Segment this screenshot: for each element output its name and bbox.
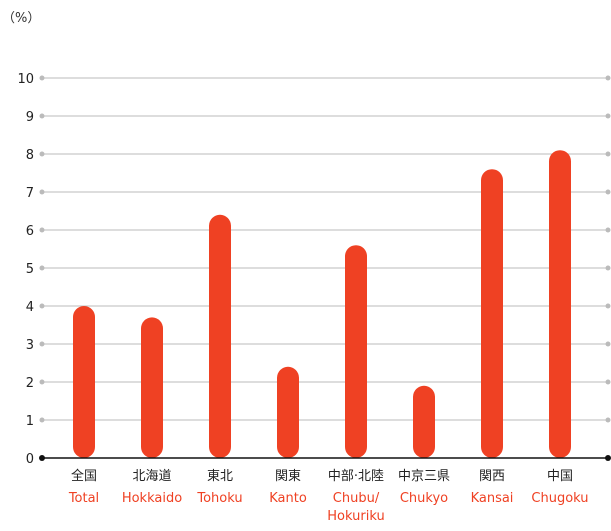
x-tick-label-en: Total (68, 491, 99, 506)
baseline-end-dot (605, 455, 611, 461)
y-tick-label: 5 (26, 262, 34, 277)
gridline-end-dot (605, 189, 611, 195)
x-tick-label-en: Hokuriku (327, 509, 384, 524)
baseline-start-dot (39, 455, 45, 461)
x-tick-label-jp: 関東 (275, 468, 301, 484)
x-tick-label-jp: 東北 (207, 468, 233, 484)
y-axis-unit-label: （%） (2, 11, 40, 26)
gridline-start-dot (39, 379, 45, 385)
y-tick-label: 3 (26, 338, 34, 353)
bar (481, 169, 503, 458)
gridline-start-dot (39, 303, 45, 309)
gridline-start-dot (39, 151, 45, 157)
y-tick-label: 7 (26, 186, 34, 201)
x-tick-label-jp: 関西 (479, 469, 505, 484)
gridline-end-dot (605, 151, 611, 157)
x-tick-label-jp: 北海道 (132, 469, 171, 484)
x-tick-label-en: Hokkaido (122, 491, 182, 506)
gridline-end-dot (605, 227, 611, 233)
gridlines (39, 75, 611, 423)
y-tick-label: 1 (26, 414, 34, 429)
gridline-start-dot (39, 227, 45, 233)
y-tick-label: 2 (26, 376, 34, 391)
x-tick-label-en: Kansai (471, 491, 514, 506)
x-tick-label-jp: 中部·北陸 (328, 468, 384, 484)
bar (413, 385, 435, 458)
gridline-end-dot (605, 417, 611, 423)
bars (73, 150, 571, 458)
gridline-end-dot (605, 265, 611, 271)
y-tick-label: 10 (17, 72, 34, 87)
x-tick-label-jp: 中京三県 (398, 469, 450, 484)
x-tick-label-jp: 中国 (547, 469, 573, 484)
bar (277, 366, 299, 458)
gridline-end-dot (605, 379, 611, 385)
y-tick-label: 9 (26, 110, 34, 125)
bar (209, 214, 231, 458)
y-tick-label: 8 (26, 148, 34, 163)
gridline-end-dot (605, 303, 611, 309)
bar (549, 150, 571, 458)
gridline-end-dot (605, 341, 611, 347)
y-tick-label: 6 (26, 224, 34, 239)
x-tick-label-jp: 全国 (71, 468, 97, 484)
gridline-start-dot (39, 341, 45, 347)
gridline-start-dot (39, 113, 45, 119)
y-tick-label: 0 (26, 452, 34, 467)
gridline-end-dot (605, 113, 611, 119)
category-labels: 全国 Total 北海道 Hokkaido 東北 Tohoku 関東 Kanto 中部·北陸 Ch… (68, 468, 589, 524)
x-tick-label-en: Kanto (269, 491, 307, 506)
gridline-start-dot (39, 417, 45, 423)
x-tick-label-en: Chugoku (531, 491, 588, 506)
bar (345, 245, 367, 458)
gridline-start-dot (39, 75, 45, 81)
y-tick-label: 4 (26, 300, 34, 315)
x-tick-label-en: Chukyo (400, 491, 448, 506)
gridline-start-dot (39, 265, 45, 271)
axes: 0 1 2 3 4 5 6 7 8 9 10 (17, 72, 611, 467)
gridline-end-dot (605, 75, 611, 81)
x-tick-label-en: Tohoku (196, 491, 242, 506)
gridline-start-dot (39, 189, 45, 195)
bar (73, 306, 95, 458)
bar (141, 317, 163, 458)
x-tick-label-en: Chubu/ (333, 491, 380, 506)
